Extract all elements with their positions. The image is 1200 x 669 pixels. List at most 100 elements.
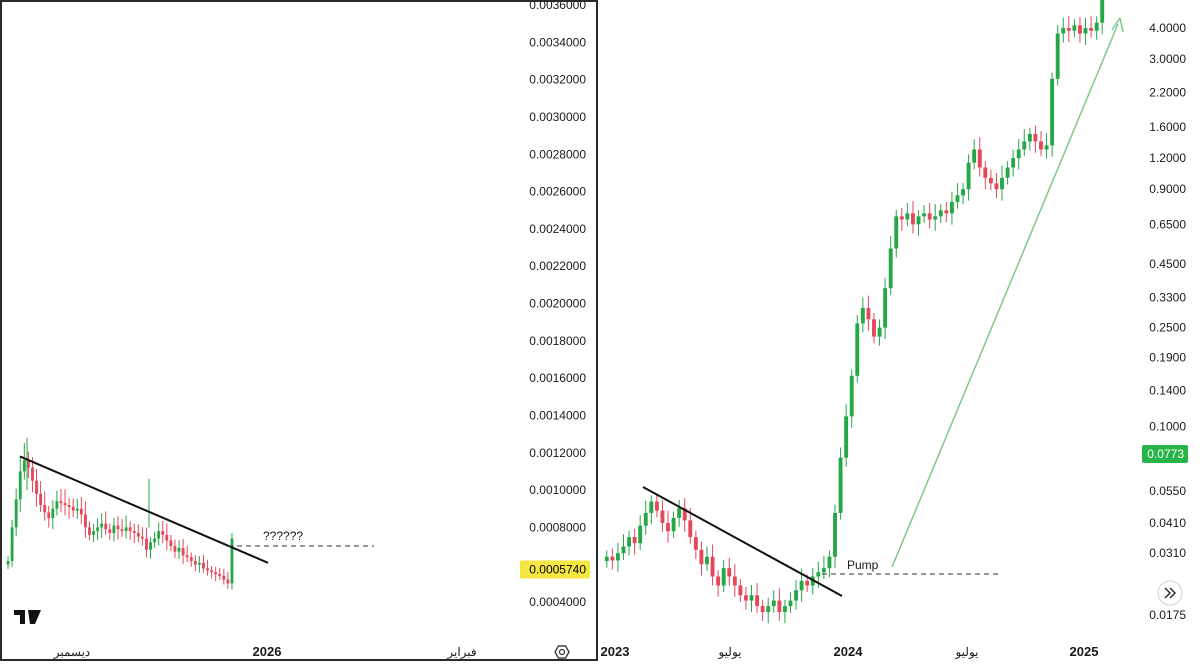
candle-body — [860, 307, 865, 324]
candle-body — [222, 575, 226, 580]
candle-body — [71, 506, 75, 511]
candle-body — [1005, 167, 1010, 178]
y-tick-label: 0.1400 — [1149, 383, 1186, 397]
y-tick-label: 0.3300 — [1149, 291, 1186, 305]
candle-body — [26, 460, 30, 468]
candle-body — [905, 213, 910, 220]
candle-body — [688, 520, 693, 538]
candle-body — [716, 576, 721, 586]
candle-body — [116, 525, 120, 530]
candle-body — [988, 177, 993, 184]
candle-body — [627, 537, 631, 547]
y-tick-label: 0.0022000 — [529, 259, 586, 273]
candle-body — [1000, 177, 1004, 190]
candle-body — [96, 527, 100, 532]
y-tick-label: 0.0310 — [1149, 546, 1186, 560]
candle-body — [621, 546, 626, 554]
candle-body — [788, 600, 793, 607]
candle-body — [949, 201, 954, 214]
y-tick-label: 0.0036000 — [529, 2, 586, 12]
candle-body — [760, 606, 765, 612]
candle-body — [140, 536, 144, 539]
candle-body — [721, 568, 726, 586]
x-tick-label: فبراير — [446, 645, 476, 659]
candle-body — [185, 555, 189, 558]
x-tick-label: يوليو — [717, 645, 741, 659]
candle-body — [771, 600, 776, 607]
candle-body — [1066, 28, 1071, 31]
candle-body — [816, 572, 821, 577]
y-tick-label: 0.0008000 — [529, 520, 586, 534]
candle-body — [777, 600, 782, 612]
candle-body — [181, 547, 185, 556]
candle-body — [649, 501, 654, 513]
candle-body — [1083, 28, 1088, 34]
y-tick-label: 0.0030000 — [529, 110, 586, 124]
candle-body — [202, 562, 205, 569]
candle-body — [866, 307, 871, 320]
candle-body — [877, 327, 882, 337]
y-tick-label: 0.0014000 — [529, 408, 586, 422]
candle-body — [218, 574, 222, 576]
candle-body — [710, 556, 715, 577]
candle-body — [922, 213, 927, 217]
candle-body — [977, 149, 982, 168]
candle-body — [994, 183, 999, 190]
candle-body — [214, 572, 218, 575]
y-tick-label: 0.0026000 — [529, 185, 586, 199]
candle-body — [1016, 149, 1021, 159]
candle-body — [705, 556, 709, 565]
candle-body — [1027, 133, 1032, 142]
candle-body — [638, 525, 643, 544]
annotation-label: ?????? — [263, 529, 303, 543]
y-tick-label: 0.9000 — [1149, 182, 1186, 196]
candle-body — [177, 547, 181, 552]
current-price-label: 0.0005740 — [529, 563, 586, 577]
candle-body — [755, 595, 760, 607]
y-tick-label: 0.0410 — [1149, 516, 1186, 530]
candle-body — [833, 512, 837, 557]
candle-body — [39, 493, 43, 505]
candle-body — [1061, 28, 1066, 34]
trend-arrow — [891, 23, 1119, 568]
double-chevron-right-icon — [1164, 587, 1176, 599]
trend-arrow-head — [1111, 17, 1124, 33]
candle-body — [10, 527, 14, 561]
candle-body — [727, 568, 732, 577]
x-tick-label: 2026 — [253, 644, 282, 659]
y-tick-label: 0.0016000 — [529, 371, 586, 385]
candle-body — [136, 532, 140, 537]
x-tick-label: 2024 — [834, 644, 864, 659]
candle-body — [955, 195, 960, 202]
current-price-label: 0.0773 — [1147, 447, 1184, 461]
candle-body — [226, 579, 230, 584]
candle-body — [610, 556, 615, 561]
candle-body — [92, 531, 95, 535]
candle-body — [1039, 141, 1043, 150]
right-chart-svg: 4.0000 3.0000 2.2000 1.6000 1.2000 0.9000 0.65… — [601, 0, 1188, 659]
candle-body — [899, 216, 904, 220]
candle-body — [938, 210, 943, 217]
candle-body — [1089, 28, 1094, 31]
y-tick-label: 0.0032000 — [529, 73, 586, 87]
trendline — [642, 486, 843, 597]
candle-body — [43, 504, 47, 513]
candle-body — [165, 534, 169, 541]
candle-body — [1050, 78, 1055, 146]
candle-body — [844, 416, 849, 458]
candle-body — [677, 508, 682, 518]
candle-body — [1072, 25, 1077, 31]
candle-body — [173, 546, 177, 552]
candle-body — [888, 248, 893, 289]
candle-body — [1100, 0, 1105, 23]
y-tick-label: 0.0175 — [1149, 608, 1186, 622]
candle-body — [805, 580, 810, 586]
candle-body — [666, 522, 670, 532]
y-tick-label: 0.0020000 — [529, 297, 586, 311]
y-tick-label: 0.0018000 — [529, 334, 586, 348]
candle-body — [933, 216, 938, 220]
annotation-label: Pump — [847, 558, 879, 572]
candle-body — [894, 216, 899, 249]
candle-body — [660, 510, 665, 523]
candle-body — [120, 529, 124, 532]
